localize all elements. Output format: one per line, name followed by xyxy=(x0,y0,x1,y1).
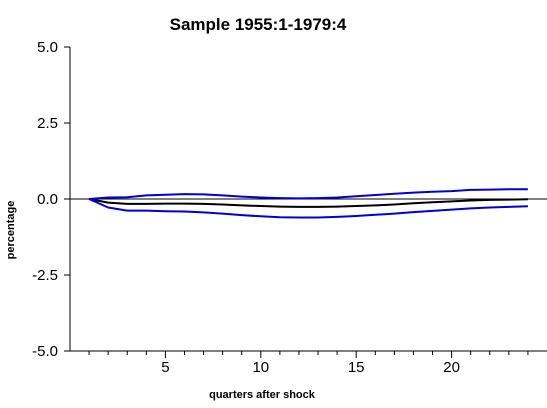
response-line xyxy=(88,198,528,208)
y-tick-label: -5.0 xyxy=(32,343,58,360)
x-tick-label: 10 xyxy=(252,359,269,376)
x-tick-label: 20 xyxy=(443,359,460,376)
y-tick-label: 0.0 xyxy=(37,191,58,208)
x-axis-label: quarters after shock xyxy=(209,389,316,401)
ticks: 5.0 2.5 0.0 -2.5 -5.0 5 10 15 20 xyxy=(32,39,529,376)
y-tick-label: -2.5 xyxy=(32,267,58,284)
x-tick-label: 15 xyxy=(348,359,365,376)
chart-title: Sample 1955:1-1979:4 xyxy=(170,15,347,34)
x-tick-label: 5 xyxy=(161,359,169,376)
y-tick-label: 5.0 xyxy=(37,39,58,56)
lower-band-line xyxy=(88,198,528,219)
series-group xyxy=(88,188,528,219)
y-tick-label: 2.5 xyxy=(37,115,58,132)
y-axis-label: percentage xyxy=(5,201,17,260)
upper-band-line xyxy=(89,188,528,200)
